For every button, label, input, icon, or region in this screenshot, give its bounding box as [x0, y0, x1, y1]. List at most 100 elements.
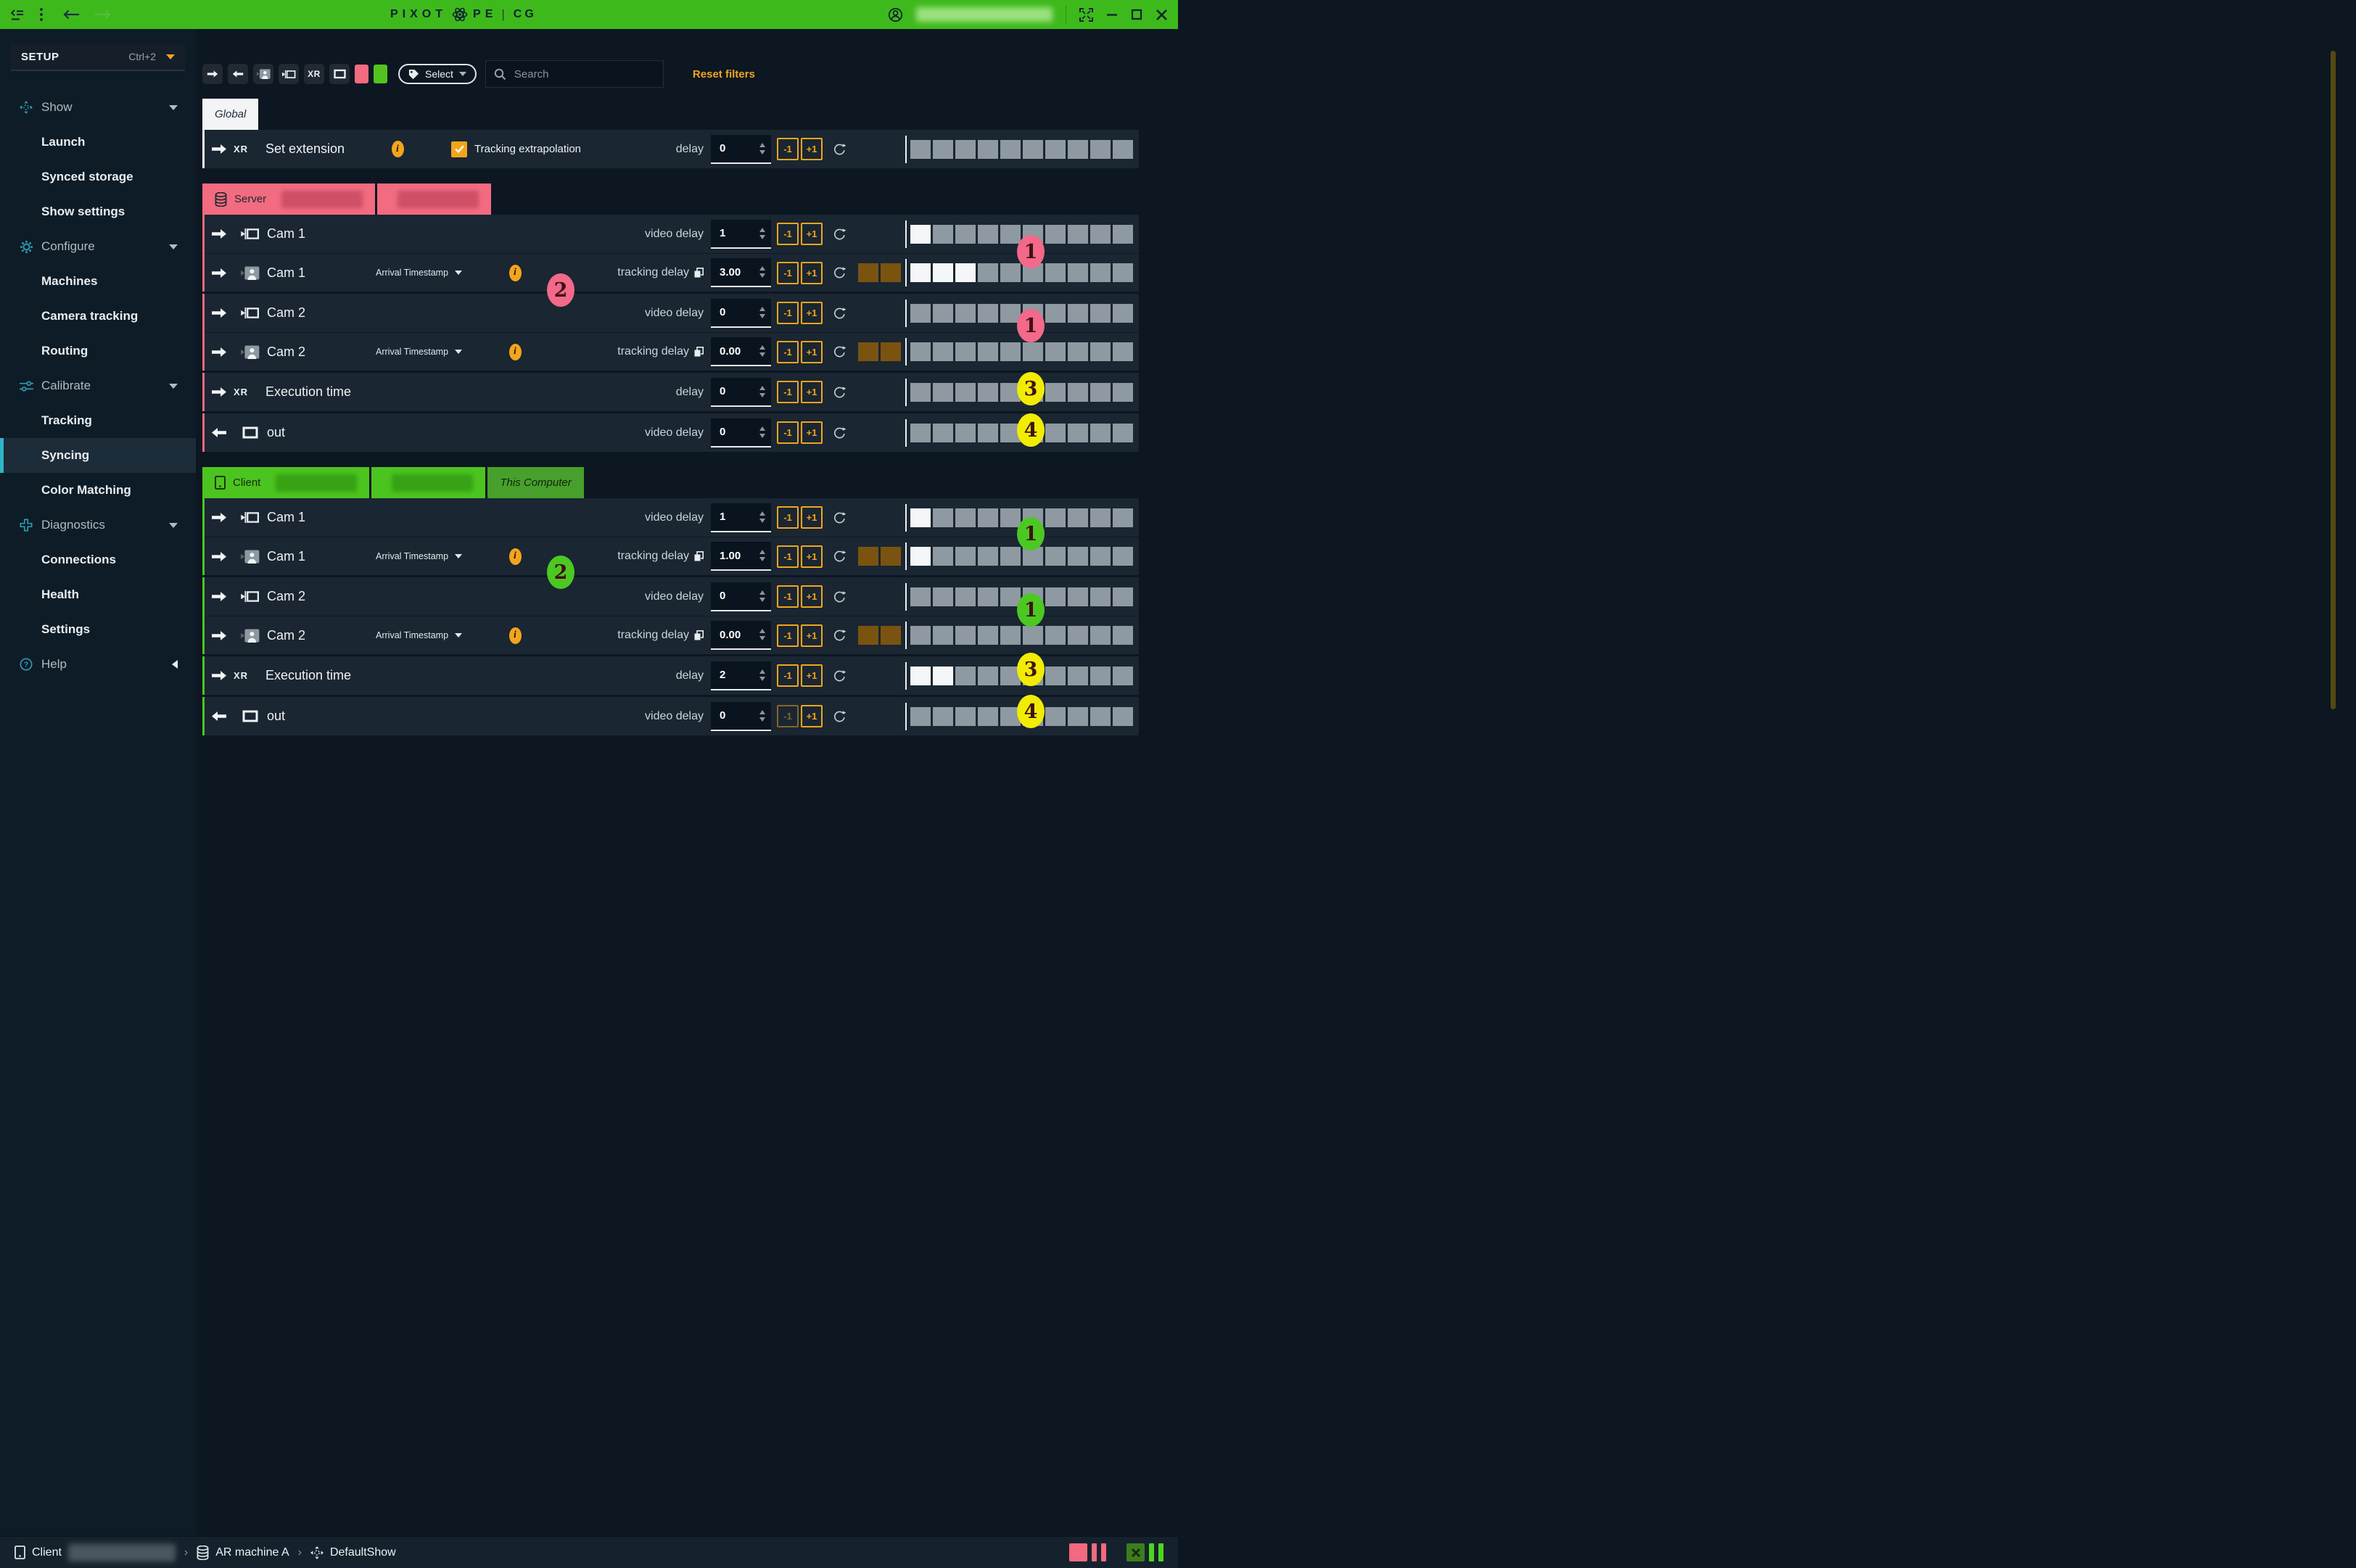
- stepper-arrows-icon[interactable]: [759, 550, 771, 561]
- sidebar-item-machines[interactable]: Machines: [41, 274, 98, 288]
- refresh-icon[interactable]: [823, 710, 856, 723]
- minus-one-button[interactable]: -1: [777, 340, 799, 363]
- sidebar-item-show-settings[interactable]: Show settings: [41, 205, 125, 218]
- tag-select-dropdown[interactable]: Select: [398, 64, 477, 84]
- delay-input[interactable]: 2: [711, 661, 771, 690]
- filter-swatch-pink[interactable]: [355, 65, 368, 83]
- plus-one-button[interactable]: +1: [801, 624, 823, 647]
- stepper-arrows-icon[interactable]: [759, 709, 771, 722]
- filter-swatch-green[interactable]: [374, 65, 387, 83]
- tab-server-1[interactable]: [377, 183, 492, 215]
- refresh-icon[interactable]: [823, 669, 856, 682]
- timestamp-mode-dropdown[interactable]: Arrival Timestamp: [376, 268, 499, 278]
- filter-video-camera-button[interactable]: [279, 64, 299, 84]
- info-icon[interactable]: i: [499, 343, 531, 360]
- plus-one-button[interactable]: +1: [801, 506, 823, 529]
- maximize-button[interactable]: [1131, 9, 1142, 20]
- plus-one-button[interactable]: +1: [801, 545, 823, 568]
- sidebar-item-connections[interactable]: Connections: [41, 553, 116, 566]
- sidebar-item-color-matching[interactable]: Color Matching: [41, 483, 131, 497]
- refresh-icon[interactable]: [823, 345, 856, 358]
- tab-client-2[interactable]: This Computer: [487, 467, 584, 498]
- tab-client-0[interactable]: Client: [202, 467, 370, 498]
- minus-one-button[interactable]: -1: [777, 223, 799, 245]
- timestamp-mode-dropdown[interactable]: Arrival Timestamp: [376, 551, 499, 561]
- copy-icon[interactable]: [694, 347, 704, 357]
- plus-one-button[interactable]: +1: [801, 223, 823, 245]
- delay-input[interactable]: 1.00: [711, 542, 771, 571]
- sidebar-item-synced-storage[interactable]: Synced storage: [41, 170, 133, 183]
- sidebar-item-routing[interactable]: Routing: [41, 344, 88, 358]
- plus-one-button[interactable]: +1: [801, 381, 823, 403]
- info-icon[interactable]: i: [499, 627, 531, 644]
- plus-one-button[interactable]: +1: [801, 705, 823, 727]
- collapse-sidebar-icon[interactable]: [10, 9, 25, 21]
- sidebar-item-show[interactable]: Show: [0, 90, 196, 125]
- minus-one-button[interactable]: -1: [777, 261, 799, 284]
- delay-input[interactable]: 0.00: [711, 621, 771, 650]
- refresh-icon[interactable]: [823, 307, 856, 320]
- delay-input[interactable]: 3.00: [711, 258, 771, 287]
- plus-one-button[interactable]: +1: [801, 340, 823, 363]
- minus-one-button[interactable]: -1: [777, 624, 799, 647]
- stepper-arrows-icon[interactable]: [759, 511, 771, 523]
- reset-filters-link[interactable]: Reset filters: [692, 67, 755, 81]
- refresh-icon[interactable]: [823, 511, 856, 524]
- filter-xr-button[interactable]: XR: [304, 64, 324, 84]
- kebab-menu-icon[interactable]: [39, 7, 44, 22]
- stepper-arrows-icon[interactable]: [759, 669, 771, 681]
- minus-one-button[interactable]: -1: [777, 138, 799, 160]
- copy-icon[interactable]: [694, 268, 704, 278]
- filter-arrow-left-button[interactable]: [228, 64, 248, 84]
- minus-one-button[interactable]: -1: [777, 302, 799, 324]
- breadcrumb-ar-machine-a[interactable]: AR machine A: [197, 1545, 289, 1560]
- plus-one-button[interactable]: +1: [801, 138, 823, 160]
- sidebar-item-calibrate[interactable]: Calibrate: [0, 368, 196, 403]
- minus-one-button[interactable]: -1: [777, 421, 799, 444]
- stepper-arrows-icon[interactable]: [759, 227, 771, 239]
- sidebar-item-settings[interactable]: Settings: [41, 622, 91, 636]
- delay-input[interactable]: 0: [711, 418, 771, 447]
- stepper-arrows-icon[interactable]: [759, 142, 771, 154]
- delay-input[interactable]: 1: [711, 219, 771, 249]
- plus-one-button[interactable]: +1: [801, 664, 823, 687]
- plus-one-button[interactable]: +1: [801, 261, 823, 284]
- breadcrumb-client[interactable]: Client: [15, 1543, 176, 1561]
- sidebar-item-health[interactable]: Health: [41, 587, 79, 601]
- stepper-arrows-icon[interactable]: [759, 306, 771, 318]
- timestamp-mode-dropdown[interactable]: Arrival Timestamp: [376, 347, 499, 357]
- timestamp-mode-dropdown[interactable]: Arrival Timestamp: [376, 630, 499, 640]
- delay-input[interactable]: 0: [711, 134, 771, 164]
- delay-input[interactable]: 0.00: [711, 337, 771, 366]
- sidebar-item-launch[interactable]: Launch: [41, 135, 86, 149]
- delay-input[interactable]: 1: [711, 503, 771, 532]
- refresh-icon[interactable]: [823, 143, 856, 156]
- copy-icon[interactable]: [694, 551, 704, 561]
- info-icon[interactable]: i: [499, 264, 531, 281]
- delay-input[interactable]: 0: [711, 701, 771, 731]
- stepper-arrows-icon[interactable]: [759, 426, 771, 438]
- minus-one-button[interactable]: -1: [777, 545, 799, 568]
- plus-one-button[interactable]: +1: [801, 302, 823, 324]
- tab-global-0[interactable]: Global: [202, 99, 259, 130]
- forward-arrow-icon[interactable]: [94, 9, 112, 20]
- sidebar-item-syncing[interactable]: Syncing: [0, 438, 196, 473]
- copy-icon[interactable]: [694, 630, 704, 640]
- breadcrumb-defaultshow[interactable]: DefaultShow: [310, 1546, 396, 1559]
- tab-server-0[interactable]: Server: [202, 183, 376, 215]
- refresh-icon[interactable]: [823, 228, 856, 241]
- sidebar-item-help[interactable]: ? Help: [0, 647, 196, 682]
- tracking-extrapolation-checkbox[interactable]: [451, 141, 467, 157]
- minus-one-button[interactable]: -1: [777, 381, 799, 403]
- refresh-icon[interactable]: [823, 426, 856, 440]
- refresh-icon[interactable]: [823, 386, 856, 399]
- refresh-icon[interactable]: [823, 550, 856, 563]
- back-arrow-icon[interactable]: [62, 9, 80, 20]
- stepper-arrows-icon[interactable]: [759, 629, 771, 640]
- refresh-icon[interactable]: [823, 629, 856, 642]
- minus-one-button[interactable]: -1: [777, 506, 799, 529]
- refresh-icon[interactable]: [823, 590, 856, 603]
- delay-input[interactable]: 0: [711, 582, 771, 611]
- info-icon[interactable]: i: [499, 548, 531, 565]
- search-input[interactable]: [512, 67, 643, 81]
